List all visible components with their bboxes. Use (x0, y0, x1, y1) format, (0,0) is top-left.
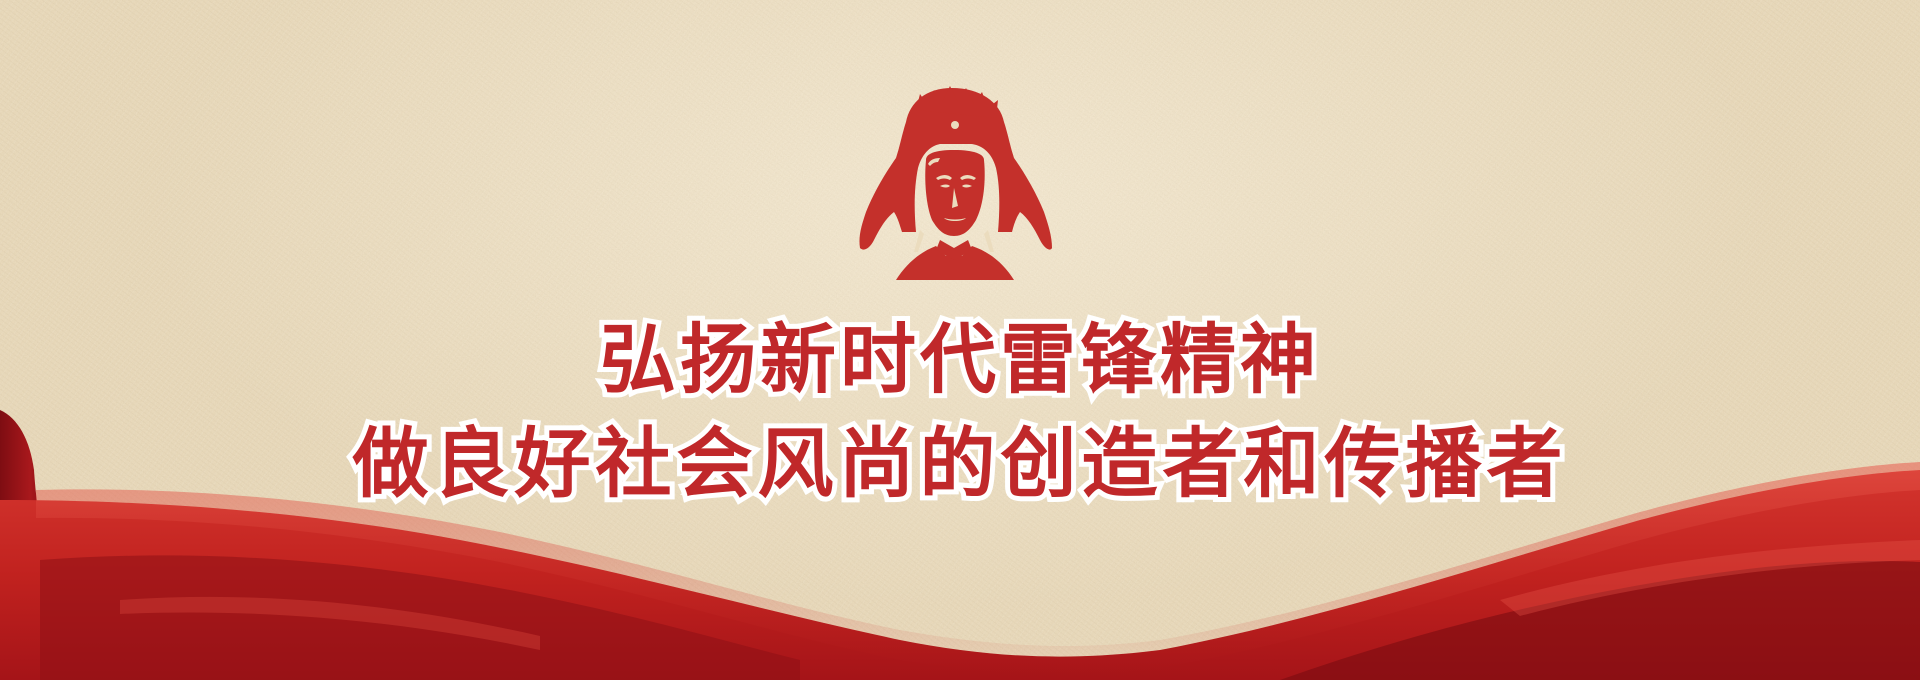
slogan-line-2: 做良好社会风尚的创造者和传播者 (348, 414, 1568, 513)
lei-feng-portrait-icon (859, 86, 1052, 280)
slogan-line-1: 弘扬新时代雷锋精神 (595, 310, 1321, 409)
